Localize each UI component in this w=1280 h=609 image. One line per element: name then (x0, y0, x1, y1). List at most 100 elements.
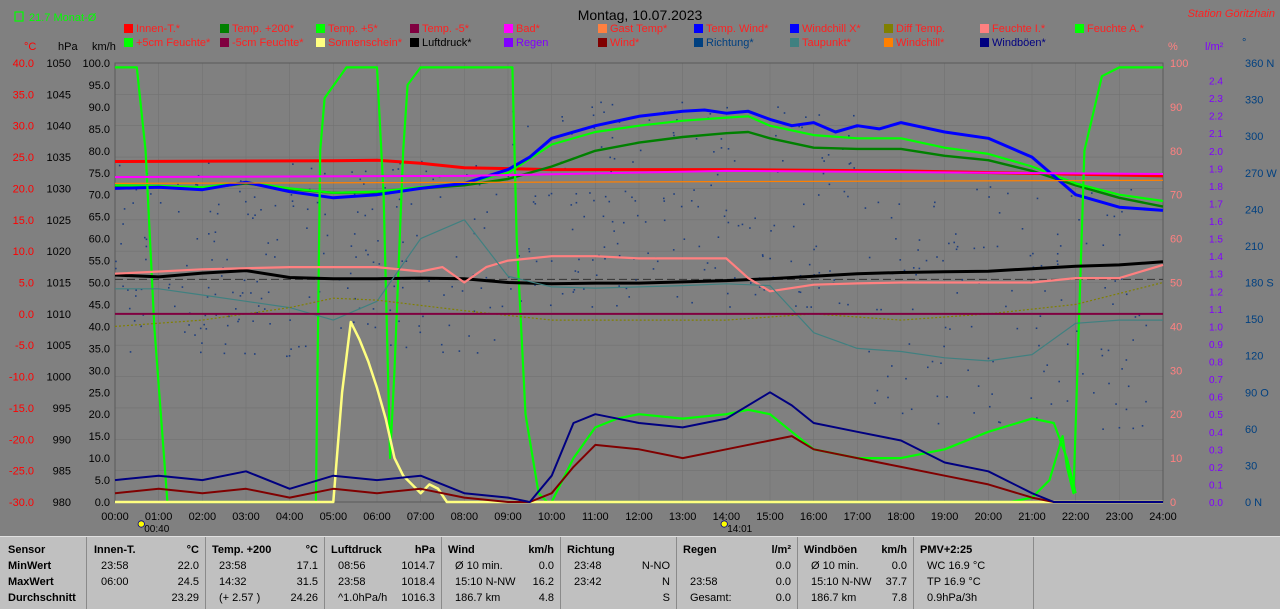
direction-point (681, 101, 684, 104)
direction-point (550, 192, 553, 195)
direction-point (663, 219, 666, 222)
legend-swatch (316, 38, 325, 47)
temp-tick-label: 15.0 (13, 215, 34, 227)
stats-col: PMV+2:25 WC 16.9 °C TP 16.9 °C 0.9hPa/3h (913, 537, 1034, 609)
legend-swatch (220, 38, 229, 47)
rain-tick-label: 1.5 (1209, 235, 1223, 246)
direction-point (790, 260, 793, 263)
direction-point (256, 311, 258, 314)
direction-point (1056, 233, 1059, 236)
humidity-tick-label: 60 (1170, 234, 1182, 246)
direction-point (418, 325, 420, 327)
wind-tick-label: 50.0 (89, 278, 110, 290)
direction-point (691, 301, 693, 304)
direction-point (188, 324, 190, 326)
direction-point (269, 323, 271, 325)
direction-point (247, 213, 249, 216)
direction-point (384, 187, 386, 189)
pressure-tick-label: 1020 (47, 246, 71, 258)
direction-point (632, 161, 634, 163)
direction-point (944, 326, 947, 329)
direction-point (593, 127, 596, 130)
direction-point (250, 292, 252, 294)
direction-tick-label: 300 (1245, 131, 1263, 143)
direction-point (308, 296, 311, 298)
stats-cell-label: 23:42 (574, 576, 602, 588)
rain-tick-label: 0.9 (1209, 340, 1223, 351)
time-tick-label: 22:00 (1062, 511, 1090, 523)
direction-point (1100, 348, 1103, 351)
direction-point (710, 184, 712, 187)
direction-point (232, 291, 234, 294)
direction-point (397, 168, 400, 170)
direction-point (561, 116, 563, 118)
direction-point (1059, 245, 1062, 247)
stats-col: Temp. +200 °C 23:58 17.1 14:32 31.5 (+ 2.57 ) 2… (205, 537, 325, 609)
direction-point (398, 320, 400, 323)
legend-label: -5cm Feuchte* (232, 37, 304, 49)
direction-point (140, 325, 142, 328)
wind-tick-label: 70.0 (89, 190, 110, 202)
direction-point (818, 114, 821, 116)
legend-swatch (598, 24, 607, 33)
direction-point (683, 238, 686, 240)
direction-point (613, 157, 616, 160)
direction-point (603, 111, 605, 114)
temp-tick-label: 40.0 (13, 58, 34, 70)
direction-point (1036, 197, 1039, 200)
direction-point (864, 207, 867, 209)
temp-tick-label: -25.0 (9, 466, 34, 478)
direction-point (600, 146, 603, 148)
direction-point (843, 190, 846, 193)
temp-tick-label: 10.0 (13, 246, 34, 258)
temp-axis: °C 40.0 35.0 30.0 25.0 20.0 15.0 10.0 5.0 0.0 -5.0… (9, 41, 36, 509)
direction-point (354, 297, 356, 300)
direction-point (1030, 397, 1033, 399)
direction-point (200, 351, 202, 354)
pressure-tick-label: 1010 (47, 309, 71, 321)
stats-cell-value: S (662, 592, 670, 604)
time-tick-label: 11:00 (582, 511, 609, 523)
direction-point (483, 227, 486, 229)
direction-point (468, 335, 470, 337)
direction-point (1046, 364, 1049, 366)
direction-point (292, 205, 295, 208)
direction-point (216, 212, 219, 215)
legend-label: +5cm Feuchte* (136, 37, 211, 49)
pressure-tick-label: 1050 (47, 58, 71, 70)
direction-point (647, 252, 649, 255)
direction-point (206, 296, 209, 298)
time-tick-label: 06:00 (363, 511, 391, 523)
direction-point (289, 319, 291, 321)
direction-point (292, 163, 294, 165)
direction-point (1101, 354, 1104, 357)
direction-point (485, 276, 488, 279)
time-tick-label: 09:00 (494, 511, 522, 523)
legend-swatch (504, 38, 513, 47)
direction-point (575, 201, 578, 204)
stats-cell-label: 23:48 (574, 560, 602, 572)
direction-point (917, 249, 919, 251)
direction-point (940, 362, 942, 365)
direction-point (1076, 330, 1078, 333)
station-label: Station Göritzhain (1188, 8, 1275, 20)
direction-point (709, 113, 712, 115)
direction-point (1056, 252, 1059, 255)
direction-point (1058, 380, 1060, 383)
direction-point (561, 292, 564, 295)
direction-point (783, 112, 786, 114)
stats-col-title: Temp. +200 (212, 544, 272, 556)
stats-row-label: MinWert (8, 560, 52, 572)
temp-tick-label: 30.0 (13, 121, 34, 133)
stats-cell-value: 17.1 (296, 560, 318, 572)
direction-point (214, 231, 217, 234)
direction-point (476, 352, 479, 354)
time-tick-label: 00:00 (101, 511, 129, 523)
direction-point (532, 201, 535, 203)
direction-point (635, 279, 637, 281)
direction-point (817, 194, 820, 196)
rain-axis: l/m² 2.4 2.3 2.2 2.1 2.0 1.9 1.8 1.7 1.6 1.5 1.4 1.3… (1205, 41, 1224, 509)
direction-point (895, 238, 897, 240)
direction-point (574, 270, 577, 272)
direction-point (901, 412, 904, 415)
